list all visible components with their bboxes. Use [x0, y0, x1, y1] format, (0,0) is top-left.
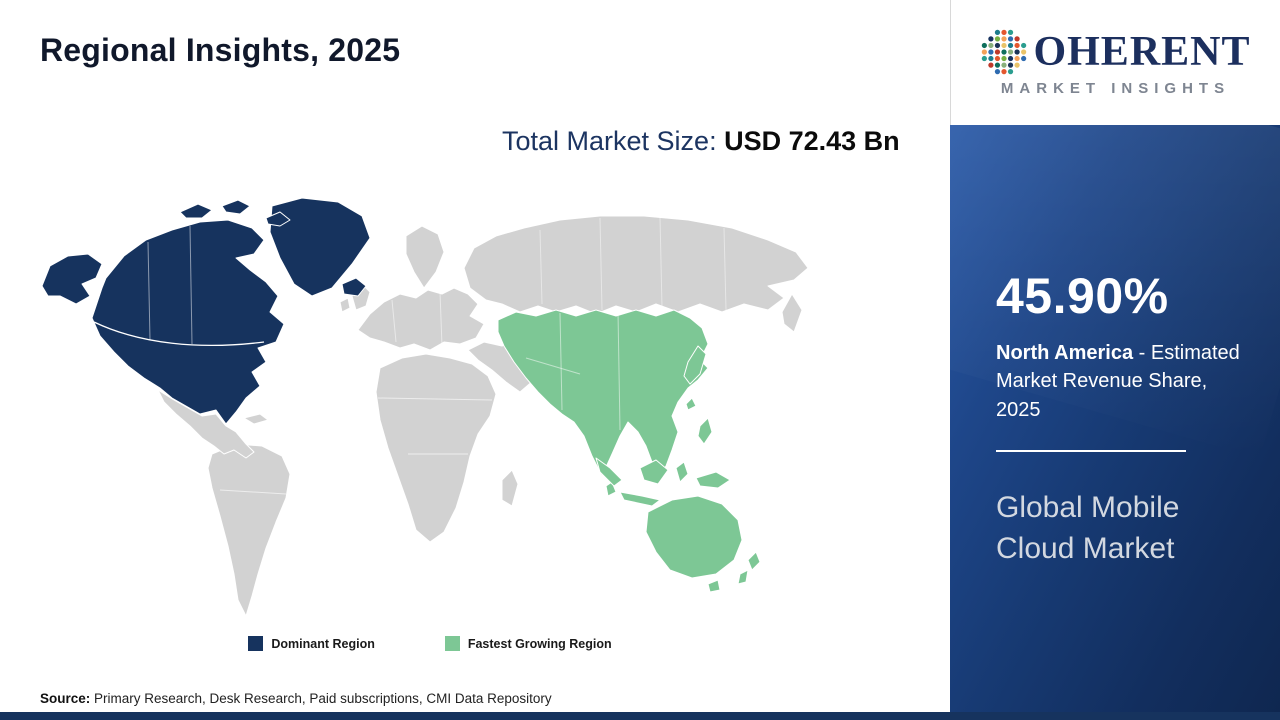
market-name: Global Mobile Cloud Market	[996, 491, 1180, 565]
bottom-accent-bar	[0, 712, 1280, 720]
total-market-size: Total Market Size: USD 72.43 Bn	[502, 122, 907, 161]
region-ireland	[339, 297, 351, 313]
region-borneo	[639, 459, 669, 485]
region-arctic-island-2	[221, 199, 251, 215]
page-title: Regional Insights, 2025	[40, 32, 401, 68]
world-map-svg	[41, 197, 809, 617]
total-market-size-value: USD 72.43 Bn	[724, 126, 900, 156]
region-kamchatka	[781, 293, 803, 333]
region-japan	[683, 345, 707, 385]
region-name: North America	[996, 342, 1134, 364]
legend-swatch-fastest	[444, 636, 460, 651]
sidebar-divider	[996, 450, 1186, 453]
region-arctic-island-3	[265, 211, 291, 227]
brand-logo-area: OHERENT MARKET INSIGHTS	[950, 0, 1280, 125]
region-scandinavia	[405, 225, 445, 289]
region-taiwan	[685, 397, 697, 411]
region-sulawesi	[675, 461, 689, 483]
brand-dotted-globe-icon	[982, 29, 1027, 75]
country-border-lines	[93, 216, 727, 495]
revenue-share-description: North America - Estimated Market Revenue…	[996, 339, 1254, 424]
region-cuba	[243, 413, 269, 425]
brand-name: OHERENT	[1033, 29, 1251, 75]
region-africa	[375, 353, 497, 543]
region-mexico-central-america	[157, 389, 255, 459]
region-tasmania	[707, 579, 721, 593]
region-madagascar	[501, 469, 519, 507]
revenue-share-value: 45.90%	[996, 268, 1169, 324]
region-java	[619, 491, 661, 507]
world-map	[40, 192, 820, 622]
region-sumatra	[595, 457, 623, 487]
region-south-america	[207, 443, 291, 617]
region-new-guinea	[695, 471, 731, 489]
region-alaska	[41, 253, 103, 305]
brand-tagline: MARKET INSIGHTS	[1000, 80, 1231, 97]
legend-item-dominant: Dominant Region	[248, 636, 375, 651]
region-new-zealand-north	[747, 551, 761, 571]
legend-label-fastest: Fastest Growing Region	[467, 636, 612, 651]
brand-logo: OHERENT	[980, 28, 1250, 76]
stats-sidebar-content: 45.90% North America - Estimated Market …	[950, 125, 1280, 569]
legend-swatch-dominant	[248, 636, 264, 651]
region-russia	[463, 215, 809, 315]
legend-label-dominant: Dominant Region	[271, 636, 375, 651]
region-new-zealand-south	[737, 569, 749, 585]
region-sri-lanka	[605, 481, 617, 497]
region-philippines	[697, 417, 713, 445]
source-line: Source: Primary Research, Desk Research,…	[40, 691, 552, 706]
stats-sidebar: 45.90% North America - Estimated Market …	[950, 125, 1280, 712]
region-australia	[645, 495, 743, 579]
source-text: Primary Research, Desk Research, Paid su…	[90, 691, 552, 706]
region-desc-text: - Estimated Market Revenue Share, 2025	[996, 342, 1240, 421]
region-arctic-island-1	[179, 203, 213, 219]
region-europe	[357, 287, 485, 351]
region-canada-us	[91, 219, 285, 425]
legend-item-fastest: Fastest Growing Region	[444, 636, 612, 651]
map-legend: Dominant Region Fastest Growing Region	[40, 636, 820, 651]
region-asia-pacific	[497, 309, 709, 479]
region-iceland	[341, 277, 367, 297]
total-market-size-label: Total Market Size:	[502, 126, 725, 156]
region-greenland	[269, 197, 371, 297]
source-label: Source:	[40, 691, 91, 706]
